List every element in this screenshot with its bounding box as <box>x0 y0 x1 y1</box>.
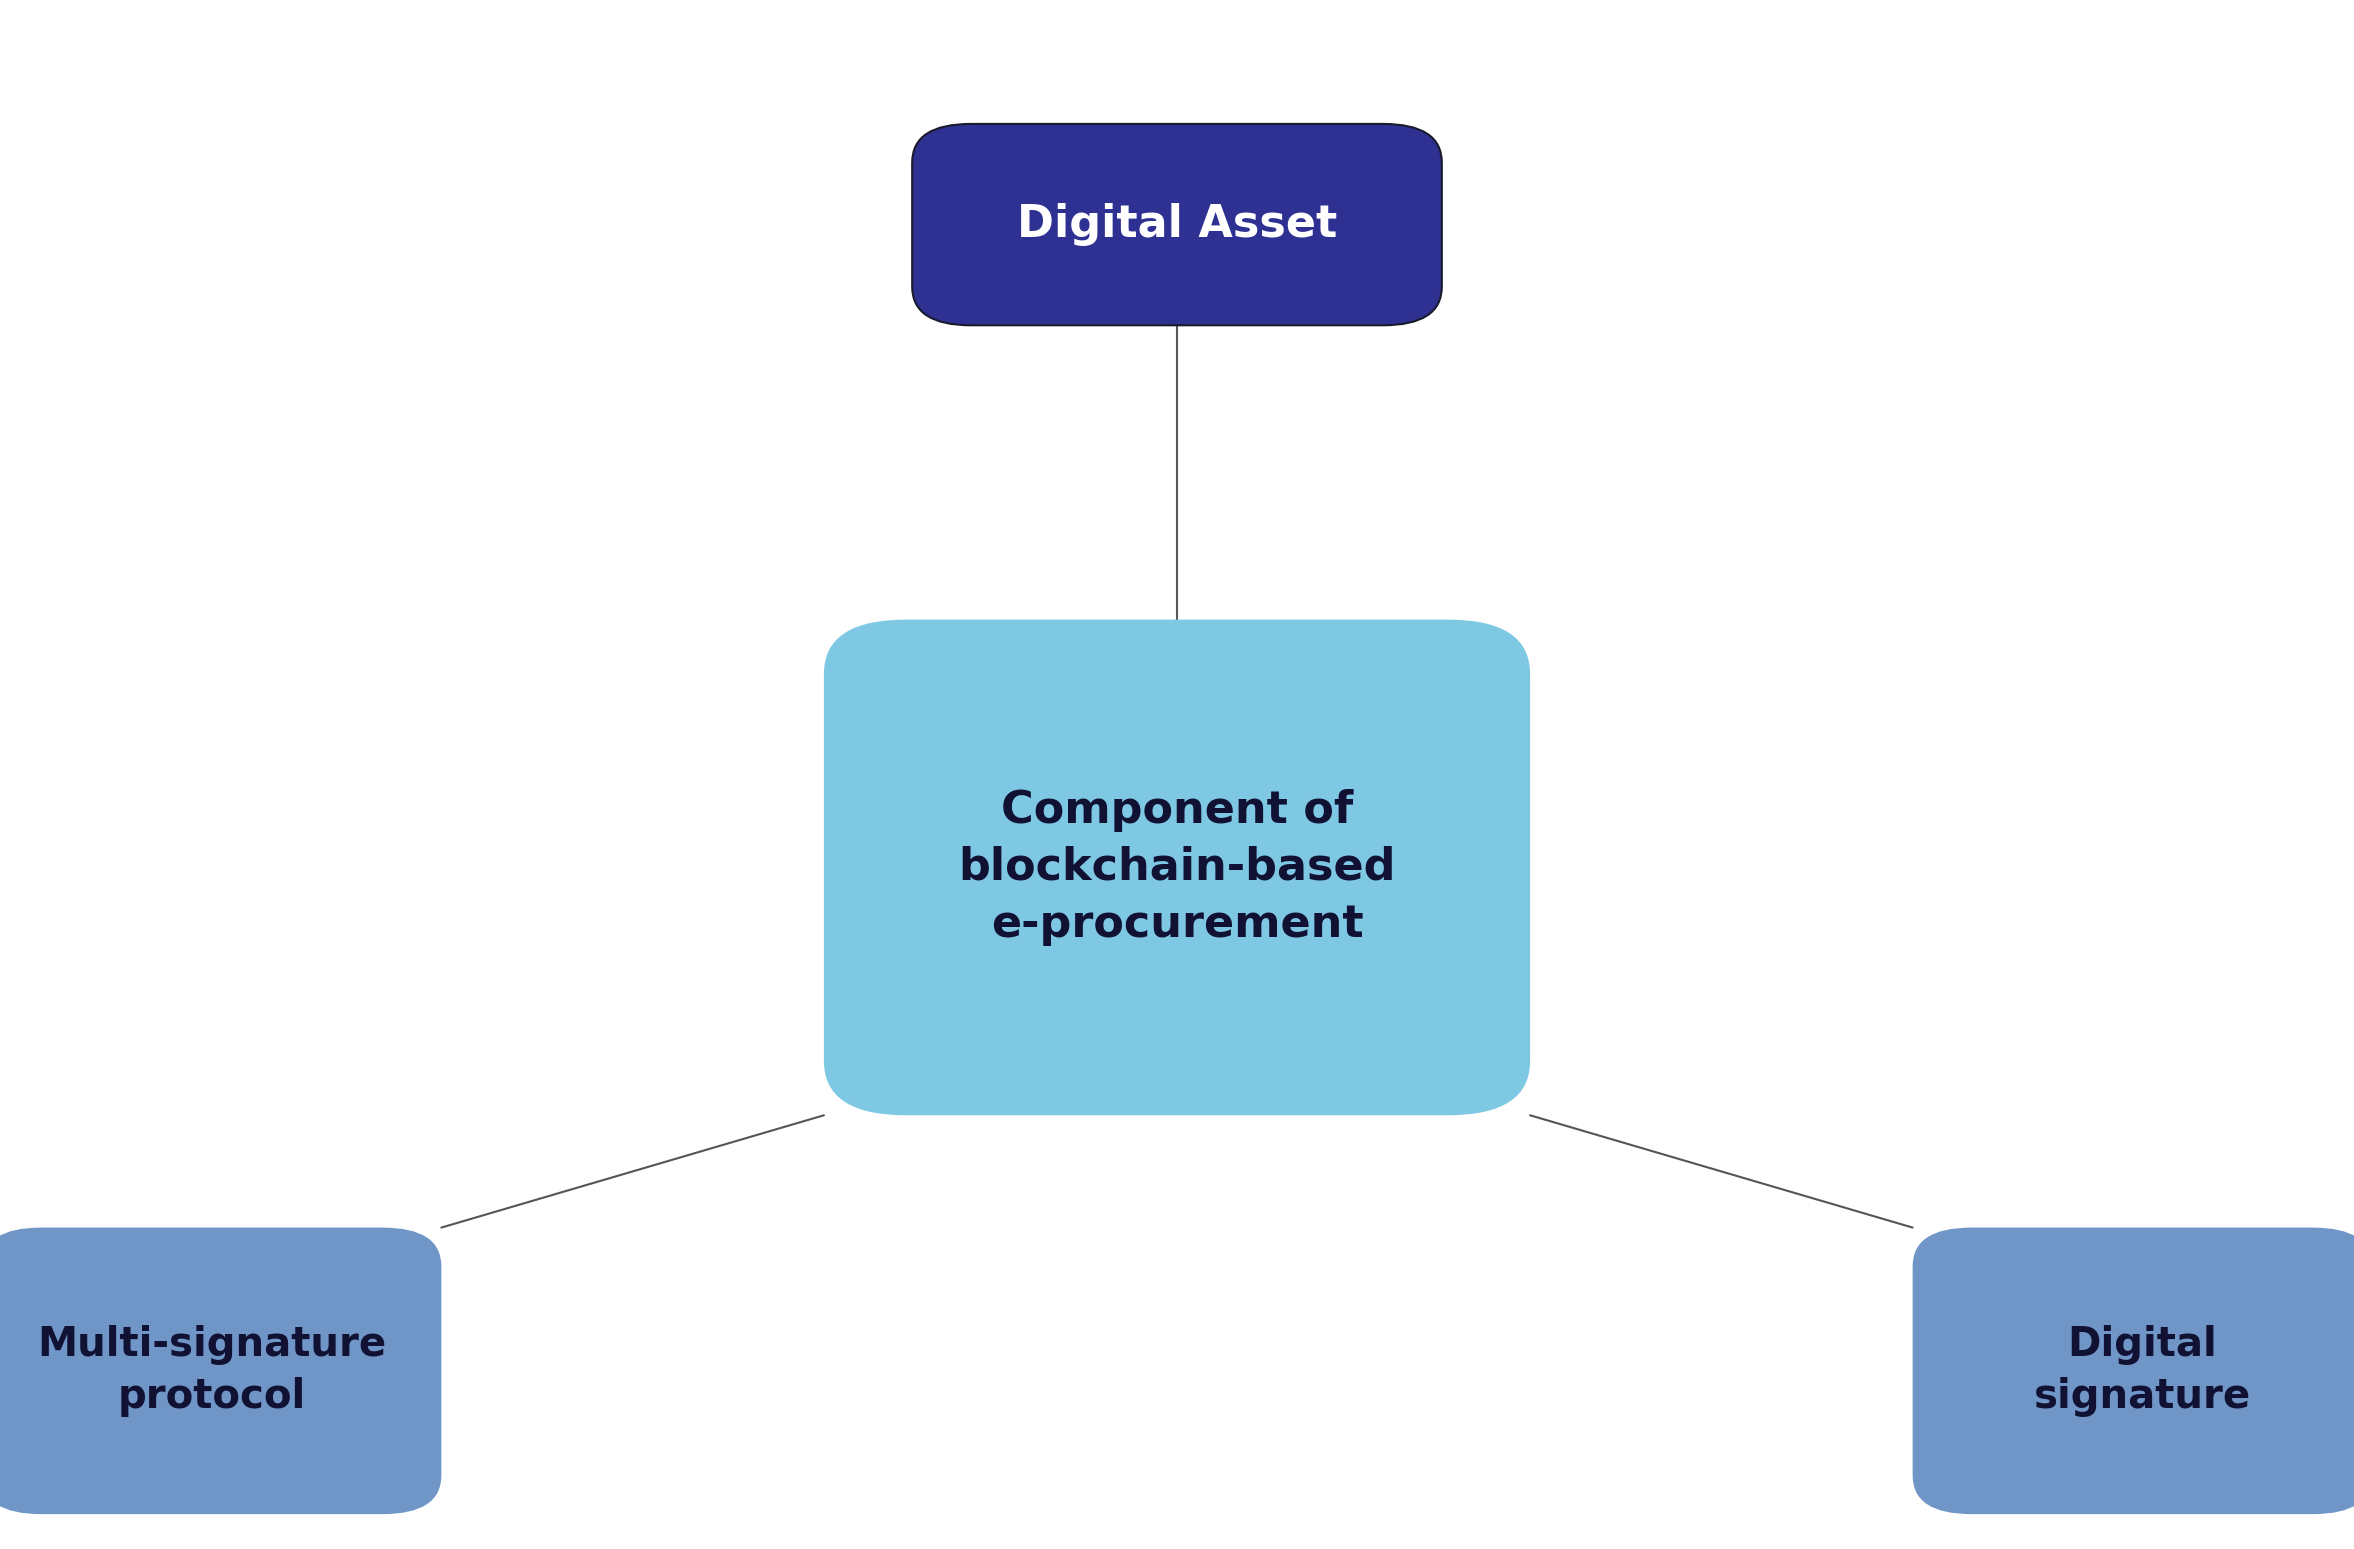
FancyBboxPatch shape <box>0 1227 443 1515</box>
Text: Digital
signature: Digital signature <box>2034 1324 2250 1417</box>
Text: Digital Asset: Digital Asset <box>1017 203 1337 246</box>
Text: Component of
blockchain-based
e-procurement: Component of blockchain-based e-procurem… <box>958 790 1396 945</box>
FancyBboxPatch shape <box>824 620 1530 1115</box>
FancyBboxPatch shape <box>913 124 1441 325</box>
FancyBboxPatch shape <box>1911 1227 2354 1515</box>
Text: Multi-signature
protocol: Multi-signature protocol <box>38 1324 386 1417</box>
